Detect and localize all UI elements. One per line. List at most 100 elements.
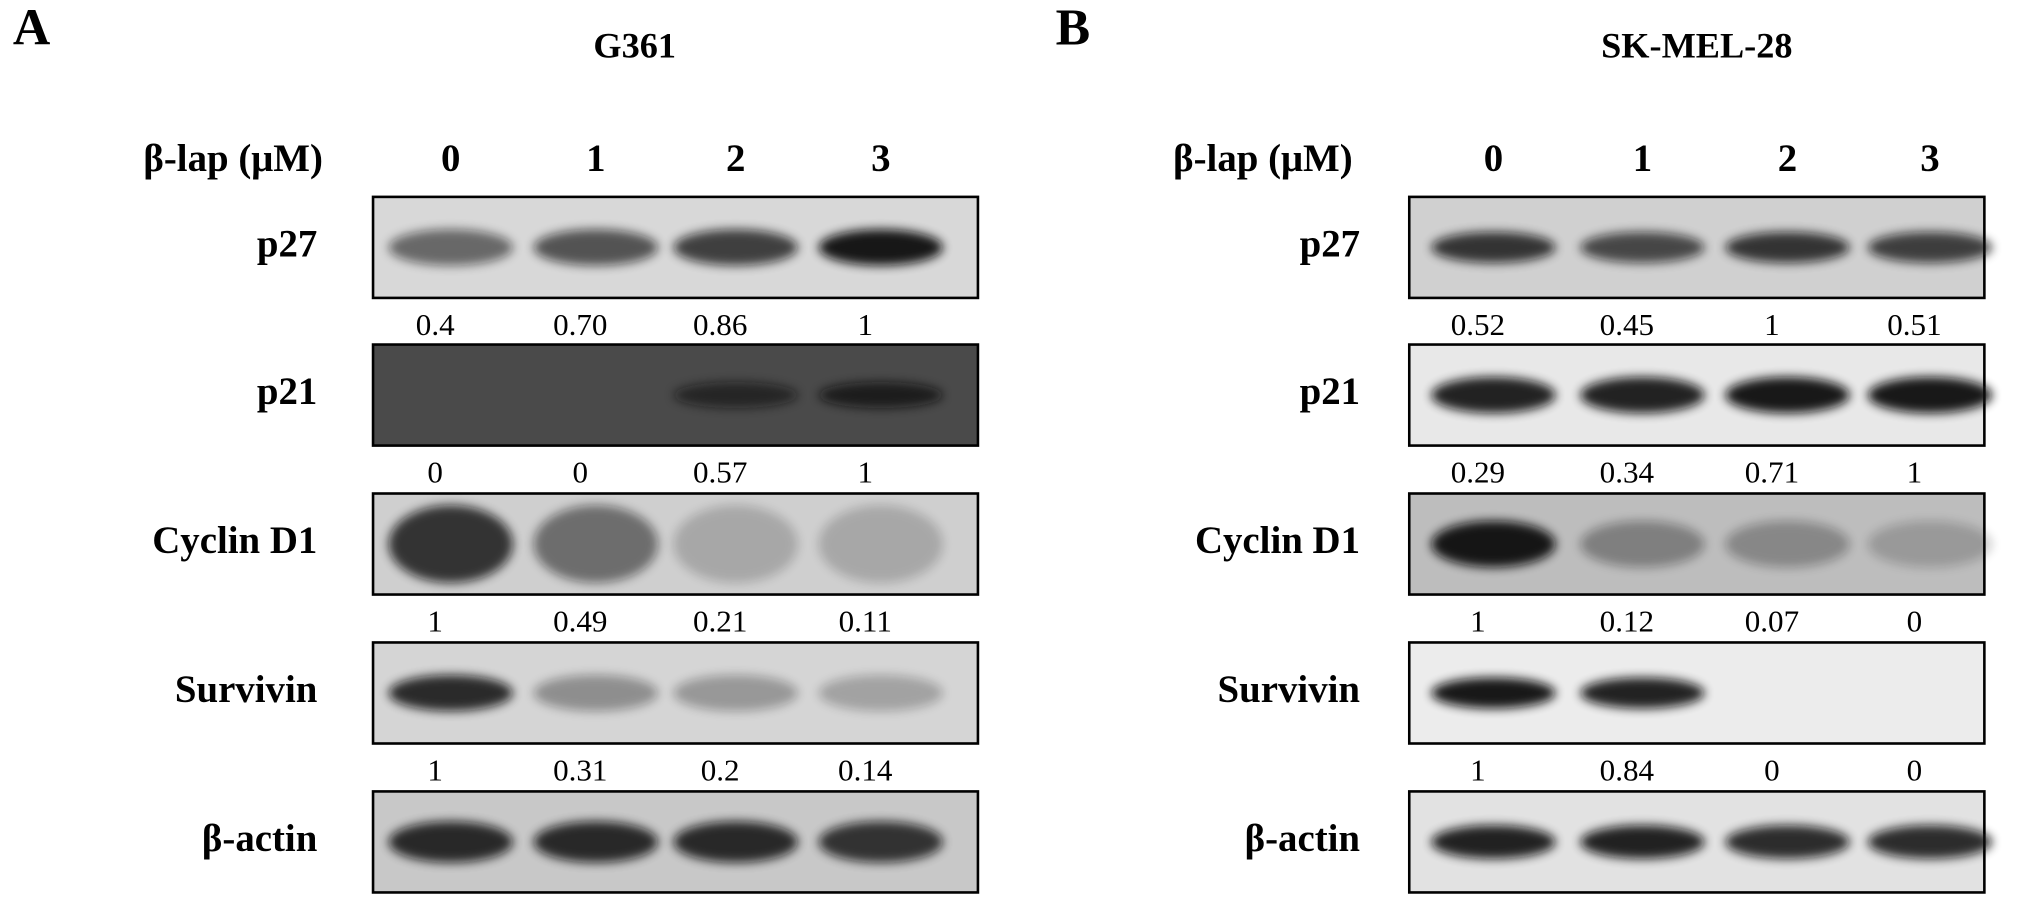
- quantification: 0: [1907, 603, 1923, 638]
- band: [1431, 825, 1556, 859]
- band: [1431, 376, 1556, 414]
- quantification: 0.31: [553, 752, 607, 787]
- quantification: 0.57: [693, 454, 747, 489]
- band: [1580, 677, 1705, 709]
- quantification: 0.29: [1451, 454, 1505, 489]
- lane-label: 3: [871, 137, 890, 180]
- band: [533, 821, 659, 863]
- quantification: 0.14: [838, 752, 893, 787]
- band: [1580, 520, 1705, 568]
- lane-label: 2: [1778, 137, 1797, 180]
- band: [388, 505, 513, 583]
- band: [1431, 231, 1556, 263]
- quantification: 0.86: [693, 307, 747, 342]
- protein-label: p21: [257, 370, 317, 413]
- panel-letter: A: [13, 0, 51, 56]
- band: [1431, 520, 1556, 568]
- band: [1725, 231, 1850, 263]
- panel-title: G361: [593, 26, 676, 66]
- band: [1431, 677, 1556, 709]
- band: [673, 229, 798, 266]
- quantification: 0.49: [553, 603, 607, 638]
- quantification: 0.52: [1451, 307, 1505, 342]
- blot: [371, 641, 980, 745]
- quantification: 0.84: [1600, 752, 1655, 787]
- quantification: 0: [427, 454, 443, 489]
- band: [818, 505, 943, 583]
- protein-label: Survivin: [1218, 668, 1361, 711]
- band: [1580, 376, 1705, 414]
- band: [818, 674, 943, 712]
- quantification: 0: [1907, 752, 1923, 787]
- quantification: 0.11: [839, 603, 892, 638]
- protein-label: p21: [1300, 370, 1360, 413]
- band: [1725, 825, 1850, 859]
- blot: [1407, 790, 1993, 894]
- band: [388, 821, 513, 863]
- lane-label: 1: [586, 137, 605, 180]
- band: [388, 674, 513, 712]
- protein-label: β-actin: [202, 817, 318, 860]
- protein-label: Survivin: [175, 668, 318, 711]
- quantification: 0: [1764, 752, 1780, 787]
- band: [673, 821, 798, 863]
- band: [533, 674, 659, 712]
- quantification: 0.07: [1745, 603, 1799, 638]
- band: [818, 229, 943, 266]
- blot: [371, 492, 980, 596]
- quantification: 0.51: [1887, 307, 1941, 342]
- quantification: 1: [427, 752, 443, 787]
- quantification: 0.4: [416, 307, 455, 342]
- quantification: 1: [857, 454, 873, 489]
- protein-label: Cyclin D1: [1195, 519, 1360, 562]
- band: [1580, 231, 1705, 263]
- treatment-label: β-lap (μM): [143, 137, 322, 180]
- blot: [371, 790, 980, 894]
- protein-label: p27: [257, 222, 317, 265]
- blot: [371, 195, 980, 300]
- band: [673, 505, 798, 583]
- quantification: 0.21: [693, 603, 747, 638]
- quantification: 0.34: [1600, 454, 1655, 489]
- band: [1867, 376, 1993, 414]
- panel-title: SK-MEL-28: [1601, 26, 1792, 66]
- blot: [1407, 343, 1993, 447]
- band: [388, 229, 513, 266]
- quantification: 1: [427, 603, 443, 638]
- band: [1580, 825, 1705, 859]
- protein-label: β-actin: [1245, 817, 1361, 860]
- quantification: 1: [1470, 603, 1486, 638]
- quantification: 1: [857, 307, 873, 342]
- band: [1725, 520, 1850, 568]
- quantification: 1: [1764, 307, 1780, 342]
- quantification: 1: [1470, 752, 1486, 787]
- quantification: 0.70: [553, 307, 607, 342]
- band: [818, 821, 943, 863]
- band: [1867, 231, 1993, 263]
- treatment-label: β-lap (μM): [1173, 137, 1352, 180]
- band: [1867, 520, 1993, 568]
- lane-label: 0: [441, 137, 460, 180]
- blot: [371, 343, 980, 447]
- band: [818, 382, 943, 409]
- panel-letter: B: [1056, 0, 1091, 56]
- quantification: 0.45: [1600, 307, 1654, 342]
- band: [1725, 376, 1850, 414]
- lane-label: 2: [726, 137, 745, 180]
- band: [533, 229, 659, 266]
- quantification: 0: [573, 454, 589, 489]
- lane-label: 3: [1920, 137, 1939, 180]
- quantification: 0.12: [1600, 603, 1654, 638]
- lane-label: 1: [1633, 137, 1652, 180]
- blot: [1407, 195, 1993, 300]
- blot: [1407, 492, 1993, 596]
- band: [533, 505, 659, 583]
- band: [1867, 825, 1993, 859]
- quantification: 0.71: [1745, 454, 1799, 489]
- band: [673, 382, 798, 409]
- protein-label: Cyclin D1: [152, 519, 317, 562]
- band: [673, 674, 798, 712]
- quantification: 0.2: [701, 752, 740, 787]
